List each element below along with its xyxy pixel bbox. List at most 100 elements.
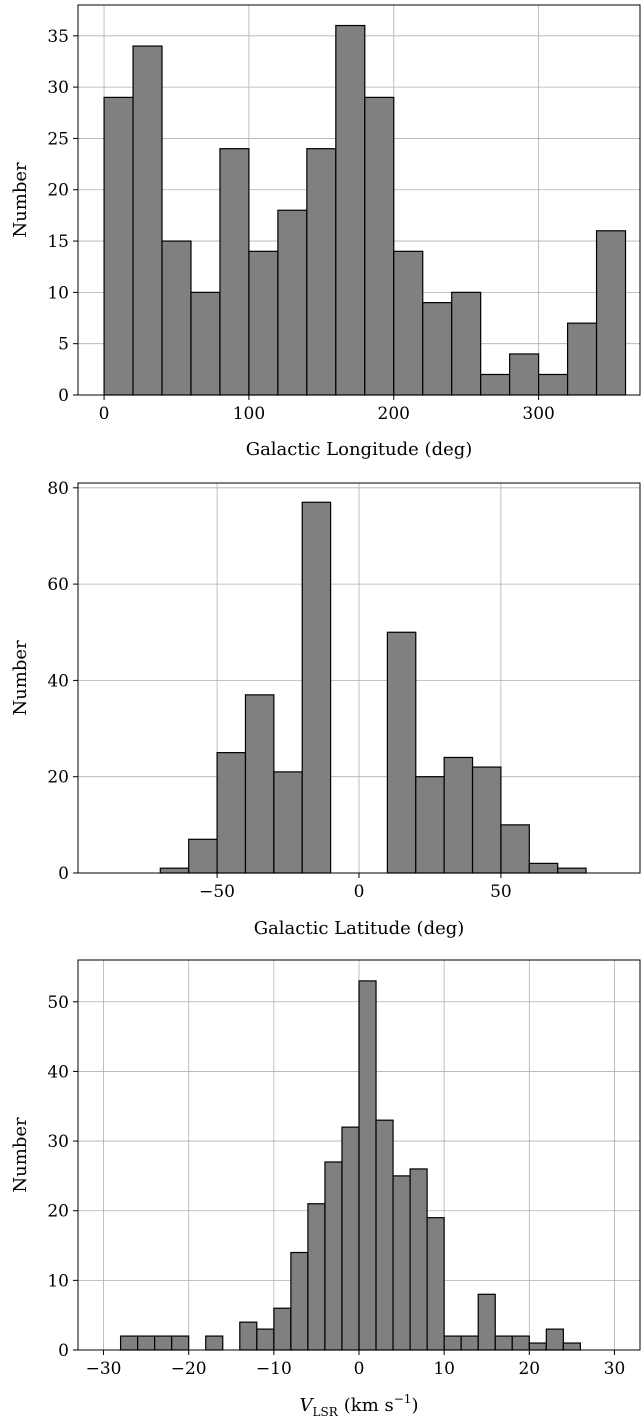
latitude-y-tick-label: 40	[47, 671, 69, 691]
vlsr-y-axis-label: Number	[10, 1117, 31, 1193]
vlsr-bar	[307, 1203, 326, 1351]
longitude-bar	[595, 230, 627, 396]
vlsr-y-tick-label: 40	[47, 1062, 69, 1082]
longitude-bar	[509, 353, 540, 396]
vlsr-bar	[358, 980, 377, 1351]
latitude-bar	[557, 867, 587, 874]
longitude-bars	[103, 24, 627, 396]
latitude-bar	[528, 862, 559, 874]
longitude-bar	[538, 373, 569, 396]
latitude-bar	[471, 766, 502, 874]
vlsr-ticks: −30 −20 −10 0 10 20 30 0 10 20 30 40 50	[47, 993, 625, 1379]
vlsr-bar	[528, 1342, 547, 1351]
latitude-bar	[386, 631, 417, 874]
vlsr-label-symbol: V	[300, 1395, 315, 1416]
vlsr-y-tick-label: 10	[47, 1271, 69, 1291]
latitude-x-axis-label: Galactic Latitude (deg)	[254, 918, 465, 939]
longitude-bar	[306, 148, 337, 396]
vlsr-y-tick-label: 20	[47, 1202, 69, 1222]
latitude-y-tick-label: 80	[47, 479, 69, 499]
longitude-histogram-panel: 0 100 200 300 0 5 10 15 20 25 30 35 Galactic Longit…	[10, 4, 641, 460]
longitude-x-tick-label: 0	[99, 404, 110, 424]
longitude-y-axis-label: Number	[10, 162, 31, 238]
vlsr-bar	[477, 1293, 496, 1351]
latitude-x-tick-label: 50	[490, 882, 512, 902]
longitude-x-tick-label: 300	[522, 404, 554, 424]
latitude-bar	[273, 771, 303, 874]
vlsr-bars	[119, 980, 581, 1351]
vlsr-x-tick-label: 10	[433, 1359, 455, 1379]
vlsr-bar	[392, 1175, 411, 1351]
longitude-bar	[335, 24, 366, 396]
latitude-bar	[244, 694, 275, 874]
longitude-y-tick-label: 20	[47, 181, 69, 201]
longitude-x-axis-label: Galactic Longitude (deg)	[246, 439, 473, 460]
latitude-y-tick-label: 20	[47, 768, 69, 788]
longitude-bar	[422, 302, 453, 396]
latitude-bars	[159, 501, 587, 874]
longitude-bar	[364, 96, 395, 396]
vlsr-y-tick-label: 30	[47, 1132, 69, 1152]
latitude-x-tick-label: −50	[199, 882, 235, 902]
vlsr-y-tick-label: 0	[58, 1341, 69, 1361]
latitude-x-tick-label: 0	[354, 882, 365, 902]
vlsr-label-unit: (km s	[344, 1395, 394, 1416]
latitude-bar	[500, 824, 530, 874]
vlsr-x-tick-label: 20	[518, 1359, 540, 1379]
latitude-grid	[78, 483, 640, 874]
longitude-bar	[566, 322, 598, 396]
vlsr-bar	[273, 1307, 292, 1351]
vlsr-bar	[119, 1335, 139, 1351]
latitude-bar	[301, 501, 332, 874]
vlsr-label-superscript: −1	[394, 1392, 412, 1406]
vlsr-y-tick-label: 50	[47, 993, 69, 1013]
longitude-bar	[277, 209, 308, 396]
vlsr-bar	[290, 1251, 309, 1351]
vlsr-bar	[239, 1321, 258, 1351]
vlsr-x-tick-label: −30	[86, 1359, 122, 1379]
longitude-x-tick-label: 200	[378, 404, 410, 424]
vlsr-bar	[171, 1335, 190, 1351]
vlsr-x-tick-label: 30	[604, 1359, 626, 1379]
vlsr-bar	[375, 1119, 394, 1351]
latitude-bar	[188, 838, 218, 874]
vlsr-bar	[460, 1335, 479, 1351]
vlsr-bar	[256, 1328, 275, 1351]
longitude-bar	[393, 250, 424, 396]
longitude-bar	[451, 291, 482, 396]
longitude-bar	[103, 96, 134, 396]
longitude-y-tick-label: 30	[47, 78, 69, 98]
vlsr-histogram-panel: −30 −20 −10 0 10 20 30 0 10 20 30 40 50 VLSR (km s−1)…	[10, 959, 641, 1417]
vlsr-bar	[324, 1161, 343, 1351]
vlsr-bar	[341, 1126, 360, 1351]
vlsr-bar	[511, 1335, 530, 1351]
vlsr-bar	[545, 1328, 564, 1351]
vlsr-bar	[562, 1342, 581, 1351]
longitude-y-tick-label: 0	[58, 386, 69, 406]
vlsr-x-tick-label: −10	[256, 1359, 292, 1379]
latitude-y-tick-label: 0	[58, 864, 69, 884]
longitude-y-tick-label: 10	[47, 283, 69, 303]
longitude-axes-frame	[77, 4, 641, 396]
longitude-bar	[161, 240, 192, 396]
longitude-x-tick-label: 100	[233, 404, 265, 424]
latitude-bar	[159, 867, 190, 874]
vlsr-bar	[409, 1168, 428, 1351]
vlsr-label-close: )	[411, 1395, 418, 1416]
vlsr-bar	[205, 1335, 224, 1351]
vlsr-bar	[137, 1335, 156, 1351]
latitude-y-tick-label: 60	[47, 575, 69, 595]
longitude-y-tick-label: 35	[47, 27, 69, 47]
vlsr-label-subscript: LSR	[313, 1405, 339, 1417]
longitude-bar	[190, 291, 221, 396]
longitude-y-tick-label: 5	[58, 335, 69, 355]
vlsr-bar	[154, 1335, 173, 1351]
longitude-bar	[132, 45, 163, 396]
vlsr-x-tick-label: 0	[354, 1359, 365, 1379]
vlsr-x-tick-label: −20	[171, 1359, 207, 1379]
longitude-ticks: 0 100 200 300 0 5 10 15 20 25 30 35	[47, 27, 554, 424]
latitude-bar	[443, 756, 474, 874]
longitude-bar	[480, 373, 511, 396]
latitude-bar	[216, 752, 247, 874]
